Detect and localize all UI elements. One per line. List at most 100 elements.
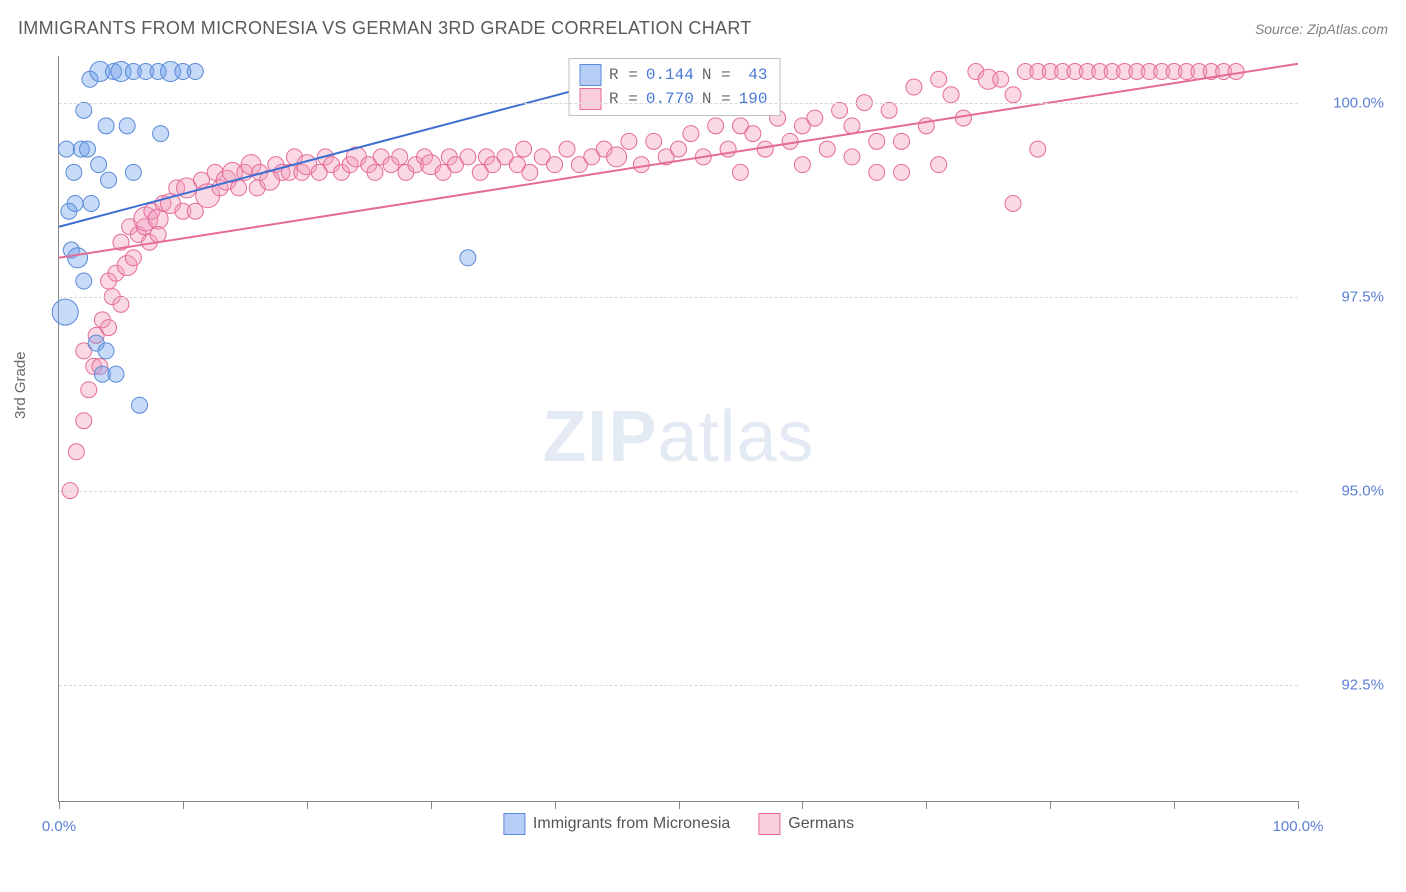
data-point (101, 172, 117, 188)
legend-item-pink: Germans (758, 813, 854, 835)
n-label: N = (702, 63, 731, 87)
x-tick (59, 801, 60, 809)
data-point (671, 141, 687, 157)
n-value: 190 (739, 87, 768, 111)
data-point (81, 382, 97, 398)
gridline (59, 297, 1298, 298)
data-point (869, 164, 885, 180)
data-point (1228, 64, 1244, 80)
chart-title: IMMIGRANTS FROM MICRONESIA VS GERMAN 3RD… (18, 18, 752, 39)
data-point (153, 126, 169, 142)
r-value: 0.770 (646, 87, 694, 111)
data-point (522, 164, 538, 180)
data-point (881, 102, 897, 118)
data-point (819, 141, 835, 157)
data-point (745, 126, 761, 142)
data-point (807, 110, 823, 126)
data-point (68, 248, 88, 268)
r-value: 0.144 (646, 63, 694, 87)
data-point (76, 273, 92, 289)
data-point (844, 149, 860, 165)
data-point (392, 149, 408, 165)
swatch-pink-icon (758, 813, 780, 835)
data-point (1005, 87, 1021, 103)
data-point (894, 164, 910, 180)
data-point (516, 141, 532, 157)
n-label: N = (702, 87, 731, 111)
data-point (844, 118, 860, 134)
data-point (98, 118, 114, 134)
x-tick-label-right: 100.0% (1273, 818, 1324, 835)
legend-item-blue: Immigrants from Micronesia (503, 813, 730, 835)
plot-area: ZIPatlas R = 0.144 N = 43 R = 0.770 N = … (58, 56, 1298, 802)
data-point (782, 133, 798, 149)
data-point (646, 133, 662, 149)
gridline (59, 491, 1298, 492)
data-point (113, 296, 129, 312)
data-point (460, 149, 476, 165)
data-point (832, 102, 848, 118)
x-tick (926, 801, 927, 809)
y-axis-label: 3rd Grade (12, 351, 29, 419)
x-tick (1174, 801, 1175, 809)
source-attribution: Source: ZipAtlas.com (1255, 21, 1388, 37)
data-point (76, 413, 92, 429)
r-label: R = (609, 87, 638, 111)
n-value: 43 (739, 63, 768, 87)
data-point (58, 141, 74, 157)
legend-label: Immigrants from Micronesia (533, 815, 730, 833)
data-point (633, 157, 649, 173)
x-tick (555, 801, 556, 809)
x-tick (307, 801, 308, 809)
data-point (1030, 141, 1046, 157)
data-point (83, 195, 99, 211)
scatter-svg (59, 56, 1298, 801)
stats-legend-box: R = 0.144 N = 43 R = 0.770 N = 190 (568, 58, 780, 116)
legend-label: Germans (788, 815, 854, 833)
data-point (732, 164, 748, 180)
data-point (132, 397, 148, 413)
data-point (187, 64, 203, 80)
gridline (59, 103, 1298, 104)
stats-row-blue: R = 0.144 N = 43 (579, 63, 767, 87)
y-tick-label: 100.0% (1306, 94, 1384, 111)
x-tick (679, 801, 680, 809)
data-point (559, 141, 575, 157)
swatch-blue-icon (579, 64, 601, 86)
y-tick-label: 97.5% (1306, 288, 1384, 305)
data-point (869, 133, 885, 149)
r-label: R = (609, 63, 638, 87)
x-tick-label-left: 0.0% (42, 818, 76, 835)
data-point (931, 157, 947, 173)
data-point (125, 164, 141, 180)
data-point (52, 299, 78, 325)
bottom-legend: Immigrants from Micronesia Germans (503, 813, 854, 835)
chart-container: 3rd Grade ZIPatlas R = 0.144 N = 43 R = … (18, 56, 1388, 862)
gridline (59, 685, 1298, 686)
data-point (547, 157, 563, 173)
data-point (108, 366, 124, 382)
y-tick-label: 95.0% (1306, 482, 1384, 499)
data-point (993, 71, 1009, 87)
data-point (119, 118, 135, 134)
data-point (150, 226, 166, 242)
data-point (931, 71, 947, 87)
data-point (68, 444, 84, 460)
regression-line (59, 79, 617, 226)
data-point (231, 180, 247, 196)
data-point (708, 118, 724, 134)
data-point (76, 102, 92, 118)
data-point (621, 133, 637, 149)
data-point (460, 250, 476, 266)
data-point (1005, 195, 1021, 211)
data-point (683, 126, 699, 142)
swatch-pink-icon (579, 88, 601, 110)
data-point (894, 133, 910, 149)
data-point (943, 87, 959, 103)
x-tick (431, 801, 432, 809)
data-point (955, 110, 971, 126)
data-point (125, 250, 141, 266)
x-tick (1298, 801, 1299, 809)
data-point (98, 343, 114, 359)
data-point (61, 203, 77, 219)
